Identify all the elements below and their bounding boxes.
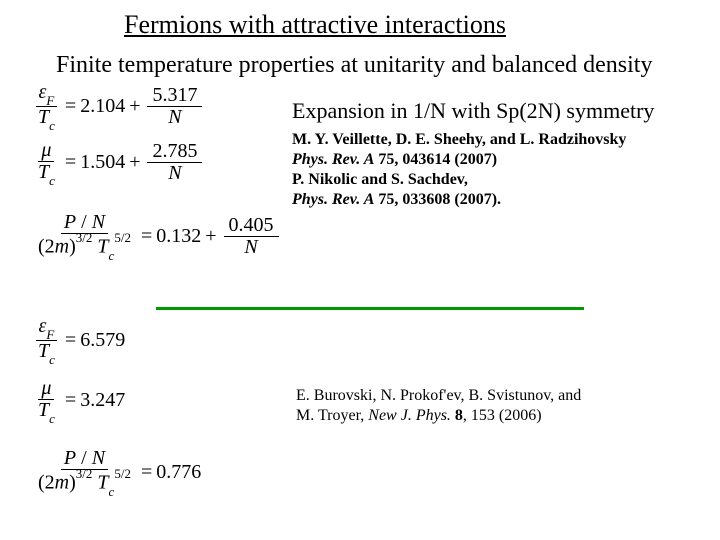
eq-sub: c [49, 173, 55, 188]
eq-sym: N [92, 447, 105, 469]
ref-line: M. Y. Veillette, D. E. Sheehy, and L. Ra… [292, 130, 626, 150]
equation-mu-tc-value: μ Tc = 3.247 [32, 378, 125, 424]
eq-sub: F [46, 93, 54, 108]
equation-pressure-value: P / N (2m)3/2 Tc5/2 = 0.776 [32, 448, 201, 496]
ref-line: E. Burovski, N. Prokof'ev, B. Svistunov,… [296, 386, 581, 406]
eq-sym: N [92, 211, 105, 233]
ref-rest: , 153 (2006) [463, 407, 542, 424]
ref-line: P. Nikolic and S. Sachdev, [292, 170, 626, 190]
eq-const: 3.247 [80, 389, 125, 412]
eq-sym: N [163, 107, 186, 128]
eq-op: = [141, 461, 152, 484]
expansion-suffix: ) symmetry [554, 98, 655, 123]
eq-const: 2.104 [80, 95, 125, 118]
eq-sym: P [64, 211, 76, 233]
eq-op: = [141, 225, 152, 248]
eq-const: 1.504 [80, 151, 125, 174]
eq-sym: T [38, 340, 49, 362]
eq-sym: P [64, 447, 76, 469]
eq-sym: T [97, 472, 108, 494]
ref-line: Phys. Rev. A 75, 033608 (2007). [292, 190, 626, 210]
slide-title: Fermions with attractive interactions [124, 10, 506, 40]
eq-sym: T [38, 106, 49, 128]
ref-line: M. Troyer, New J. Phys. 8, 153 (2006) [296, 406, 581, 426]
equation-ef-tc-expansion: εF Tc = 2.104 + 5.317 N [32, 82, 205, 130]
eq-op: = [65, 95, 76, 118]
eq-sup: 3/2 [76, 466, 93, 481]
slide-subtitle: Finite temperature properties at unitari… [56, 52, 652, 79]
eq-const: 0.405 [224, 215, 279, 237]
eq-sub: c [49, 118, 55, 133]
eq-sym: μ [38, 378, 54, 400]
eq-sym: m [55, 472, 69, 494]
ref-volume: 75 [378, 151, 394, 168]
eq-sym: m [55, 236, 69, 258]
eq-op: + [129, 151, 140, 174]
eq-const: 6.579 [80, 329, 125, 352]
eq-op: + [129, 95, 140, 118]
ref-rest: , 043614 (2007) [394, 151, 497, 168]
eq-op: = [65, 389, 76, 412]
eq-sup: 5/2 [114, 230, 131, 245]
expansion-prefix: Expansion in 1/ [292, 98, 430, 123]
expansion-n1: N [430, 98, 446, 123]
eq-const: 0.776 [156, 461, 201, 484]
ref-journal: Phys. Rev. A [292, 151, 374, 168]
eq-sub: c [49, 411, 55, 426]
references-bottom: E. Burovski, N. Prokof'ev, B. Svistunov,… [296, 386, 581, 426]
eq-const: 2 [45, 236, 55, 258]
ref-volume: 75 [378, 191, 394, 208]
ref-pre: M. Troyer, [296, 407, 368, 424]
section-divider [156, 307, 584, 310]
references-top: M. Y. Veillette, D. E. Sheehy, and L. Ra… [292, 130, 626, 210]
eq-sub: F [46, 327, 54, 342]
eq-sym: μ [38, 140, 54, 162]
eq-sub: c [109, 484, 115, 499]
eq-op: = [65, 151, 76, 174]
eq-sym: T [38, 399, 49, 421]
eq-sub: c [109, 248, 115, 263]
eq-const: 2.785 [147, 141, 202, 163]
expansion-heading: Expansion in 1/N with Sp(2N) symmetry [292, 98, 654, 124]
eq-const: 2 [45, 472, 55, 494]
eq-sym: N [239, 237, 262, 258]
eq-sym: T [97, 236, 108, 258]
ref-volume: 8 [455, 407, 463, 424]
equation-mu-tc-expansion: μ Tc = 1.504 + 2.785 N [32, 140, 205, 186]
ref-journal: Phys. Rev. A [292, 191, 374, 208]
eq-const: 0.132 [156, 225, 201, 248]
expansion-n2: N [538, 98, 554, 123]
ref-journal: New J. Phys. [368, 407, 451, 424]
eq-op: = [65, 329, 76, 352]
eq-op: + [205, 225, 216, 248]
eq-sub: c [49, 352, 55, 367]
eq-sym: N [163, 163, 186, 184]
eq-const: 5.317 [147, 85, 202, 107]
ref-line: Phys. Rev. A 75, 043614 (2007) [292, 150, 626, 170]
expansion-mid: with Sp(2 [446, 98, 538, 123]
eq-sup: 3/2 [76, 230, 93, 245]
equation-ef-tc-value: εF Tc = 6.579 [32, 316, 125, 364]
eq-sup: 5/2 [114, 466, 131, 481]
eq-sym: T [38, 161, 49, 183]
ref-rest: , 033608 (2007). [394, 191, 501, 208]
equation-pressure-expansion: P / N (2m)3/2 Tc5/2 = 0.132 + 0.405 N [32, 212, 282, 260]
